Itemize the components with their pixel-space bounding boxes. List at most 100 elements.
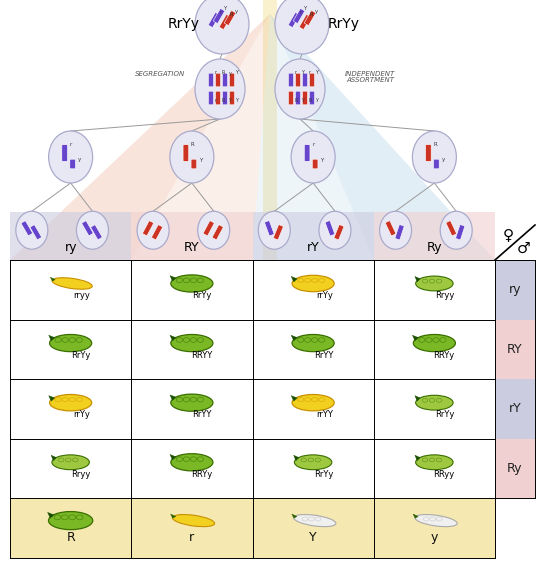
Ellipse shape xyxy=(440,211,472,249)
FancyBboxPatch shape xyxy=(208,73,213,87)
Text: r: r xyxy=(309,70,311,76)
Polygon shape xyxy=(131,14,270,260)
Text: RRyy: RRyy xyxy=(433,470,454,479)
Polygon shape xyxy=(415,456,420,461)
Text: Y: Y xyxy=(316,70,318,76)
Ellipse shape xyxy=(416,455,453,470)
FancyBboxPatch shape xyxy=(288,12,300,27)
Ellipse shape xyxy=(415,515,457,527)
FancyBboxPatch shape xyxy=(446,221,456,236)
FancyBboxPatch shape xyxy=(183,145,189,161)
Ellipse shape xyxy=(292,335,334,352)
Polygon shape xyxy=(270,14,495,260)
Ellipse shape xyxy=(195,0,249,54)
FancyBboxPatch shape xyxy=(426,145,431,161)
FancyBboxPatch shape xyxy=(325,221,334,236)
Polygon shape xyxy=(170,335,176,341)
Ellipse shape xyxy=(172,515,214,527)
Polygon shape xyxy=(294,456,299,461)
Polygon shape xyxy=(10,14,270,260)
Ellipse shape xyxy=(171,275,213,292)
FancyBboxPatch shape xyxy=(295,73,300,87)
FancyBboxPatch shape xyxy=(213,9,224,23)
FancyBboxPatch shape xyxy=(302,91,307,105)
FancyBboxPatch shape xyxy=(204,221,214,236)
Text: Y: Y xyxy=(304,6,307,11)
Text: RrYY: RrYY xyxy=(314,350,333,360)
Text: ♀: ♀ xyxy=(503,228,514,243)
Text: RRYy: RRYy xyxy=(433,350,454,360)
FancyBboxPatch shape xyxy=(295,91,300,105)
Polygon shape xyxy=(170,514,175,518)
FancyBboxPatch shape xyxy=(386,221,396,236)
Text: y: y xyxy=(235,9,238,14)
Text: R: R xyxy=(294,98,298,102)
Ellipse shape xyxy=(412,131,456,183)
Polygon shape xyxy=(170,275,176,281)
Bar xyxy=(495,320,535,379)
FancyBboxPatch shape xyxy=(208,91,213,105)
FancyBboxPatch shape xyxy=(288,73,294,87)
Text: y: y xyxy=(228,98,232,102)
Polygon shape xyxy=(170,395,176,400)
Ellipse shape xyxy=(258,211,290,249)
Text: R: R xyxy=(222,98,225,102)
Ellipse shape xyxy=(76,211,108,249)
Ellipse shape xyxy=(50,395,92,411)
Polygon shape xyxy=(263,0,277,260)
FancyBboxPatch shape xyxy=(304,11,316,26)
Text: Ry: Ry xyxy=(427,241,442,254)
Text: Y: Y xyxy=(235,98,239,102)
Polygon shape xyxy=(412,335,419,341)
FancyBboxPatch shape xyxy=(265,221,274,236)
FancyBboxPatch shape xyxy=(142,221,153,236)
Ellipse shape xyxy=(379,211,411,249)
FancyBboxPatch shape xyxy=(152,225,162,240)
FancyBboxPatch shape xyxy=(273,225,283,240)
Ellipse shape xyxy=(291,131,335,183)
Ellipse shape xyxy=(171,454,213,471)
Text: RrYy: RrYy xyxy=(192,291,212,300)
Text: SEGREGATION: SEGREGATION xyxy=(135,71,185,77)
Ellipse shape xyxy=(137,211,169,249)
FancyBboxPatch shape xyxy=(456,225,465,240)
FancyBboxPatch shape xyxy=(334,225,344,240)
Ellipse shape xyxy=(171,394,213,411)
Text: r: r xyxy=(312,143,315,148)
Text: RrYy: RrYy xyxy=(435,410,454,419)
Text: Y: Y xyxy=(301,70,305,76)
Text: y: y xyxy=(301,98,304,102)
Bar xyxy=(495,379,535,439)
Text: Y: Y xyxy=(320,157,323,162)
FancyBboxPatch shape xyxy=(82,221,93,236)
Text: Rryy: Rryy xyxy=(435,291,454,300)
Ellipse shape xyxy=(170,131,214,183)
Polygon shape xyxy=(49,335,54,341)
Text: rryy: rryy xyxy=(74,291,91,300)
FancyBboxPatch shape xyxy=(312,159,318,169)
Ellipse shape xyxy=(48,131,92,183)
FancyBboxPatch shape xyxy=(62,145,68,161)
FancyBboxPatch shape xyxy=(191,159,197,169)
Polygon shape xyxy=(48,512,54,518)
Text: RRYy: RRYy xyxy=(191,470,212,479)
Polygon shape xyxy=(252,14,374,260)
Text: RrYY: RrYY xyxy=(192,410,212,419)
FancyBboxPatch shape xyxy=(229,73,234,87)
Text: RY: RY xyxy=(507,343,523,356)
Ellipse shape xyxy=(319,211,351,249)
Text: r: r xyxy=(214,70,217,76)
Text: R: R xyxy=(310,12,314,18)
FancyBboxPatch shape xyxy=(222,91,228,105)
Text: y: y xyxy=(441,157,444,162)
Ellipse shape xyxy=(275,59,325,119)
Polygon shape xyxy=(291,335,297,341)
Text: y: y xyxy=(228,70,232,76)
FancyBboxPatch shape xyxy=(310,73,315,87)
Ellipse shape xyxy=(52,455,89,470)
Text: Ry: Ry xyxy=(507,462,522,475)
Text: Y: Y xyxy=(309,531,317,544)
Polygon shape xyxy=(413,514,418,518)
Ellipse shape xyxy=(416,395,453,410)
Polygon shape xyxy=(51,277,55,281)
